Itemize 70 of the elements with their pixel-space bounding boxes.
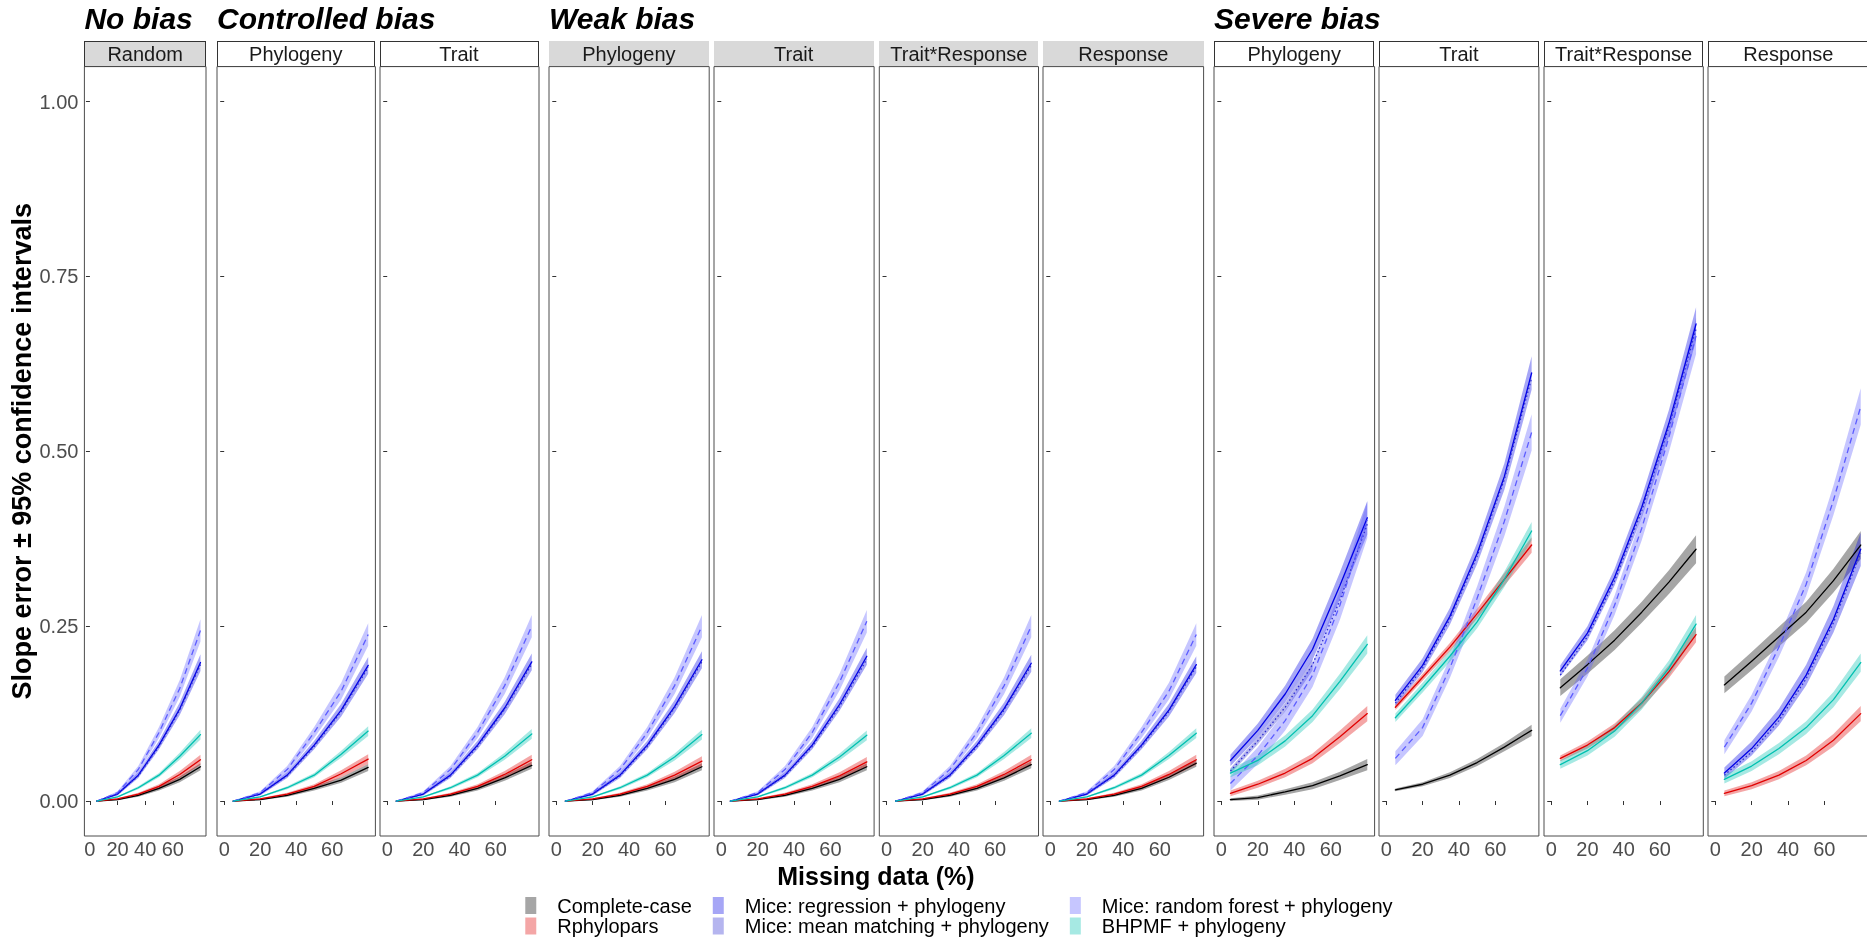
chart-subtitle: Trait*Response (1544, 40, 1704, 67)
x-tick-label: 20 (746, 838, 769, 860)
x-tick-label: 0 (218, 838, 230, 860)
x-tick-label: 0 (715, 838, 727, 860)
x-tick-label: 20 (1246, 838, 1269, 860)
x-tick-label: 40 (1777, 838, 1800, 860)
x-tick-label: 20 (248, 838, 271, 860)
chart-subtitle: Phylogeny (216, 40, 375, 67)
x-tick-label: 40 (1283, 838, 1306, 860)
x-tick-label: 0 (381, 838, 393, 860)
chart-title: No bias (84, 1, 193, 35)
x-tick-label: 0 (550, 838, 562, 860)
x-tick-label: 0 (1215, 838, 1227, 860)
y-tick-label: 0.25 (39, 615, 79, 638)
x-tick-label: 40 (1612, 838, 1635, 860)
x-tick-label: 60 (1148, 838, 1171, 860)
x-tick-label: 40 (1447, 838, 1471, 860)
legend-label: Mice: random forest + phylogeny (1101, 894, 1393, 917)
x-tick-label: 60 (983, 838, 1007, 860)
chart-subtitle: Trait (379, 40, 539, 67)
x-tick-label: 20 (911, 838, 934, 860)
y-tick-label: 0.50 (39, 440, 79, 463)
x-tick-label: 0 (84, 838, 96, 860)
x-tick-label: 0 (1545, 838, 1557, 860)
x-axis-title: Missing data (%) (777, 862, 975, 891)
y-tick-label: 0.00 (39, 790, 79, 813)
chart-subtitle: Trait (713, 40, 874, 67)
x-tick-label: 60 (818, 838, 842, 860)
x-tick-label: 20 (106, 838, 129, 860)
x-tick-label: 40 (1112, 838, 1135, 860)
x-tick-label: 40 (782, 838, 805, 860)
chart-subtitle: Trait*Response (879, 40, 1039, 67)
x-tick-label: 0 (1380, 838, 1392, 860)
x-tick-label: 40 (447, 838, 471, 860)
x-tick-label: 60 (1648, 838, 1671, 860)
x-tick-label: 20 (1075, 838, 1098, 860)
x-tick-label: 20 (1576, 838, 1599, 860)
x-tick-label: 60 (161, 838, 184, 860)
x-tick-label: 60 (654, 838, 677, 860)
x-tick-label: 20 (411, 838, 434, 860)
x-tick-label: 60 (1813, 838, 1836, 860)
x-tick-label: 20 (1740, 838, 1764, 860)
legend-label: Complete-case (557, 894, 692, 917)
y-axis-title: Slope error ± 95% confidence intervals (7, 203, 38, 700)
x-tick-label: 40 (947, 838, 971, 860)
x-tick-label: 60 (320, 838, 343, 860)
chart-subtitle: Phylogeny (548, 40, 709, 67)
chart-subtitle: Phylogeny (1213, 40, 1375, 67)
chart-subtitle: Trait (1379, 40, 1539, 67)
x-tick-label: 0 (1710, 838, 1722, 860)
x-tick-label: 40 (284, 838, 307, 860)
x-tick-label: 60 (1484, 838, 1507, 860)
chart-subtitle: Response (1708, 40, 1867, 67)
chart-title: Weak bias (548, 1, 695, 35)
x-tick-label: 0 (1044, 838, 1056, 860)
chart-subtitle: Random (84, 40, 206, 67)
x-tick-label: 20 (581, 838, 604, 860)
x-tick-label: 0 (880, 838, 893, 860)
chart-title: Controlled bias (216, 1, 435, 35)
legend-label: BHPMF + phylogeny (1101, 915, 1286, 937)
x-tick-label: 60 (1319, 838, 1342, 860)
y-tick-label: 1.00 (39, 90, 79, 113)
x-tick-label: 20 (1411, 838, 1434, 860)
x-tick-label: 40 (134, 838, 157, 860)
chart-title: Severe bias (1213, 1, 1381, 35)
chart-subtitle: Response (1043, 40, 1204, 67)
y-tick-label: 0.75 (39, 265, 79, 288)
x-tick-label: 60 (484, 838, 507, 860)
x-tick-label: 40 (617, 838, 641, 860)
legend-label: Mice: regression + phylogeny (744, 894, 1006, 917)
